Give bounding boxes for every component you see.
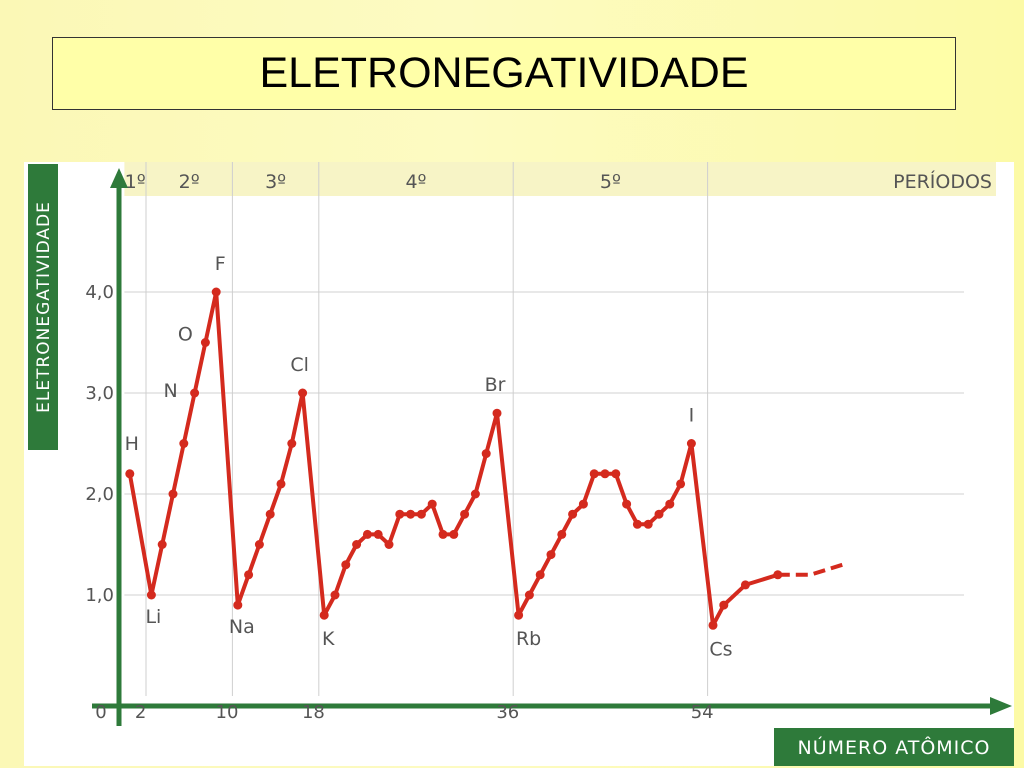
data-point bbox=[438, 529, 448, 539]
data-point bbox=[427, 499, 437, 509]
data-point bbox=[146, 590, 156, 600]
data-point bbox=[665, 499, 675, 509]
slide-title: ELETRONEGATIVIDADE bbox=[52, 37, 956, 110]
data-point bbox=[514, 610, 524, 620]
data-point bbox=[406, 509, 416, 519]
data-point bbox=[643, 519, 653, 529]
data-point bbox=[600, 469, 610, 479]
data-point bbox=[244, 570, 254, 580]
data-point bbox=[190, 388, 200, 398]
period-label: 5º bbox=[600, 171, 621, 193]
x-tick-label: 36 bbox=[496, 702, 519, 723]
element-label: O bbox=[178, 324, 193, 346]
y-tick-label: 1,0 bbox=[85, 585, 114, 606]
data-point bbox=[686, 439, 696, 448]
data-point bbox=[276, 479, 286, 489]
data-point bbox=[470, 489, 480, 499]
data-point bbox=[481, 449, 491, 459]
element-label: I bbox=[689, 405, 695, 427]
y-tick-label: 4,0 bbox=[85, 282, 114, 303]
data-point bbox=[611, 469, 621, 479]
element-label: F bbox=[215, 253, 226, 275]
element-label: K bbox=[322, 628, 335, 650]
data-point bbox=[449, 529, 459, 539]
electronegativity-chart: 1º 2º 3º 4º 5º PERÍODOS 1,0 2,0 3,0 4,0 0 2 10 18 36 54… bbox=[28, 162, 1014, 766]
y-tick-label: 3,0 bbox=[85, 383, 114, 404]
data-point bbox=[265, 509, 275, 519]
x-tick-label: 54 bbox=[691, 702, 714, 723]
data-point bbox=[492, 408, 502, 418]
element-label: Na bbox=[229, 616, 255, 638]
y-axis-arrow bbox=[110, 168, 128, 188]
data-point bbox=[352, 540, 362, 549]
data-point bbox=[719, 600, 729, 610]
data-point bbox=[298, 388, 308, 398]
data-point bbox=[395, 509, 405, 519]
data-point bbox=[676, 479, 686, 489]
x-axis-arrow bbox=[990, 697, 1012, 715]
period-label: 4º bbox=[405, 171, 426, 193]
y-tick-label: 2,0 bbox=[85, 484, 114, 505]
element-label: Br bbox=[485, 374, 506, 396]
data-point bbox=[773, 570, 783, 580]
periods-title: PERÍODOS bbox=[893, 170, 992, 193]
data-point bbox=[546, 550, 556, 560]
data-point bbox=[200, 338, 210, 347]
series-line-extrapolated bbox=[777, 562, 844, 577]
data-point bbox=[125, 469, 135, 479]
series-line bbox=[127, 290, 779, 628]
data-point bbox=[708, 620, 718, 630]
data-point bbox=[654, 509, 664, 519]
data-point bbox=[157, 540, 167, 549]
data-point bbox=[287, 439, 297, 448]
period-label: 2º bbox=[179, 171, 200, 193]
data-point bbox=[384, 540, 394, 549]
data-point bbox=[589, 469, 599, 479]
data-point bbox=[179, 439, 189, 448]
x-tick-label: 0 bbox=[95, 702, 106, 723]
data-point bbox=[524, 590, 534, 600]
data-point bbox=[330, 590, 340, 600]
x-tick-label: 10 bbox=[216, 702, 239, 723]
data-point bbox=[362, 529, 372, 539]
data-point bbox=[254, 540, 264, 549]
data-point bbox=[211, 287, 221, 297]
period-label: 1º bbox=[125, 171, 146, 193]
element-label: Cl bbox=[290, 354, 309, 376]
chart-panel: 1º 2º 3º 4º 5º PERÍODOS 1,0 2,0 3,0 4,0 0 2 10 18 36 54… bbox=[24, 162, 1014, 766]
data-point bbox=[557, 529, 567, 539]
data-point bbox=[460, 509, 470, 519]
data-point bbox=[319, 610, 329, 620]
element-label: Li bbox=[145, 606, 161, 628]
data-point bbox=[622, 499, 632, 509]
x-axis-title-box bbox=[774, 728, 1014, 766]
data-point bbox=[416, 509, 426, 519]
data-point bbox=[578, 499, 588, 509]
data-point bbox=[568, 509, 578, 519]
data-point bbox=[341, 560, 351, 570]
x-tick-label: 2 bbox=[135, 702, 146, 723]
x-axis-title: NÚMERO ATÔMICO bbox=[797, 735, 990, 759]
data-point bbox=[168, 489, 178, 499]
element-label: Rb bbox=[516, 628, 541, 650]
data-point bbox=[233, 600, 243, 610]
x-tick-label: 18 bbox=[302, 702, 325, 723]
element-label: H bbox=[125, 433, 139, 455]
y-axis-title-box bbox=[28, 164, 58, 450]
data-point bbox=[535, 570, 545, 580]
periods-band bbox=[124, 162, 996, 196]
element-label: N bbox=[163, 380, 177, 402]
data-point bbox=[373, 529, 383, 539]
data-point bbox=[740, 580, 750, 590]
y-axis-title: ELETRONEGATIVIDADE bbox=[34, 201, 54, 413]
period-label: 3º bbox=[265, 171, 286, 193]
data-point bbox=[632, 519, 642, 529]
element-label: Cs bbox=[709, 638, 732, 660]
